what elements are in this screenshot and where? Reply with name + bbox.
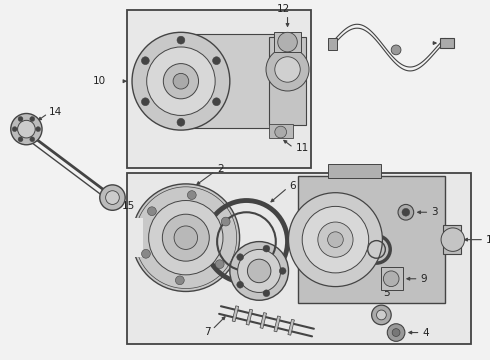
Circle shape <box>12 127 17 131</box>
Text: 6: 6 <box>406 244 413 255</box>
Bar <box>127 173 471 344</box>
Circle shape <box>387 324 405 341</box>
Circle shape <box>147 207 156 216</box>
Bar <box>328 38 338 50</box>
Circle shape <box>263 290 270 297</box>
Text: 14: 14 <box>49 107 62 117</box>
Circle shape <box>392 329 400 337</box>
Circle shape <box>106 191 119 204</box>
Circle shape <box>142 57 149 64</box>
Bar <box>269 37 306 125</box>
Polygon shape <box>260 312 267 328</box>
Circle shape <box>30 137 35 142</box>
Circle shape <box>11 113 42 145</box>
Polygon shape <box>288 319 294 335</box>
Text: 4: 4 <box>422 328 429 338</box>
Text: 1: 1 <box>486 235 490 245</box>
Circle shape <box>263 245 270 252</box>
Circle shape <box>30 117 35 121</box>
Circle shape <box>275 126 287 138</box>
Text: 6: 6 <box>290 181 296 191</box>
Text: 15: 15 <box>122 201 136 211</box>
Circle shape <box>402 208 410 216</box>
Circle shape <box>142 98 149 105</box>
Circle shape <box>275 57 300 82</box>
Circle shape <box>391 45 401 55</box>
Circle shape <box>213 57 220 64</box>
Circle shape <box>302 206 368 273</box>
Circle shape <box>18 117 23 121</box>
Text: 11: 11 <box>295 143 309 153</box>
Bar <box>328 164 381 178</box>
Text: 7: 7 <box>204 327 210 337</box>
Circle shape <box>132 184 240 292</box>
Circle shape <box>147 47 215 116</box>
Bar <box>269 124 294 138</box>
Bar <box>127 10 311 168</box>
Text: 13: 13 <box>442 38 455 48</box>
Text: 9: 9 <box>420 274 427 284</box>
Circle shape <box>441 228 465 251</box>
Circle shape <box>213 98 220 105</box>
Circle shape <box>279 267 286 274</box>
Circle shape <box>237 281 244 288</box>
Circle shape <box>328 232 343 247</box>
Polygon shape <box>232 306 239 322</box>
Circle shape <box>18 137 23 142</box>
Circle shape <box>266 48 309 91</box>
Bar <box>440 38 454 48</box>
Text: 12: 12 <box>277 4 290 14</box>
Bar <box>298 176 445 303</box>
Circle shape <box>163 64 198 99</box>
Bar <box>443 225 461 254</box>
Circle shape <box>247 259 271 283</box>
Circle shape <box>371 305 391 325</box>
Circle shape <box>376 310 386 320</box>
Circle shape <box>238 249 281 292</box>
Circle shape <box>278 32 297 52</box>
Text: 3: 3 <box>431 207 438 217</box>
Circle shape <box>289 193 382 287</box>
Bar <box>181 34 274 128</box>
Circle shape <box>174 226 197 249</box>
Circle shape <box>221 217 230 226</box>
Circle shape <box>230 242 289 300</box>
Circle shape <box>100 185 125 210</box>
Circle shape <box>132 32 230 130</box>
Circle shape <box>237 254 244 261</box>
Circle shape <box>177 36 185 44</box>
Text: 5: 5 <box>383 288 390 298</box>
Bar <box>131 218 143 257</box>
Circle shape <box>187 191 196 199</box>
Circle shape <box>215 260 224 269</box>
Circle shape <box>142 249 150 258</box>
Polygon shape <box>274 316 280 332</box>
Text: 8: 8 <box>194 266 200 276</box>
Circle shape <box>36 127 41 131</box>
Circle shape <box>175 276 184 285</box>
Circle shape <box>162 214 209 261</box>
Circle shape <box>383 271 399 287</box>
Polygon shape <box>246 309 253 325</box>
Bar <box>274 32 301 52</box>
Text: 2: 2 <box>217 164 224 174</box>
Circle shape <box>18 120 35 138</box>
Circle shape <box>148 201 223 275</box>
Circle shape <box>398 204 414 220</box>
Circle shape <box>173 73 189 89</box>
Circle shape <box>318 222 353 257</box>
Text: 10: 10 <box>93 76 106 86</box>
Circle shape <box>177 118 185 126</box>
Bar <box>381 267 403 291</box>
